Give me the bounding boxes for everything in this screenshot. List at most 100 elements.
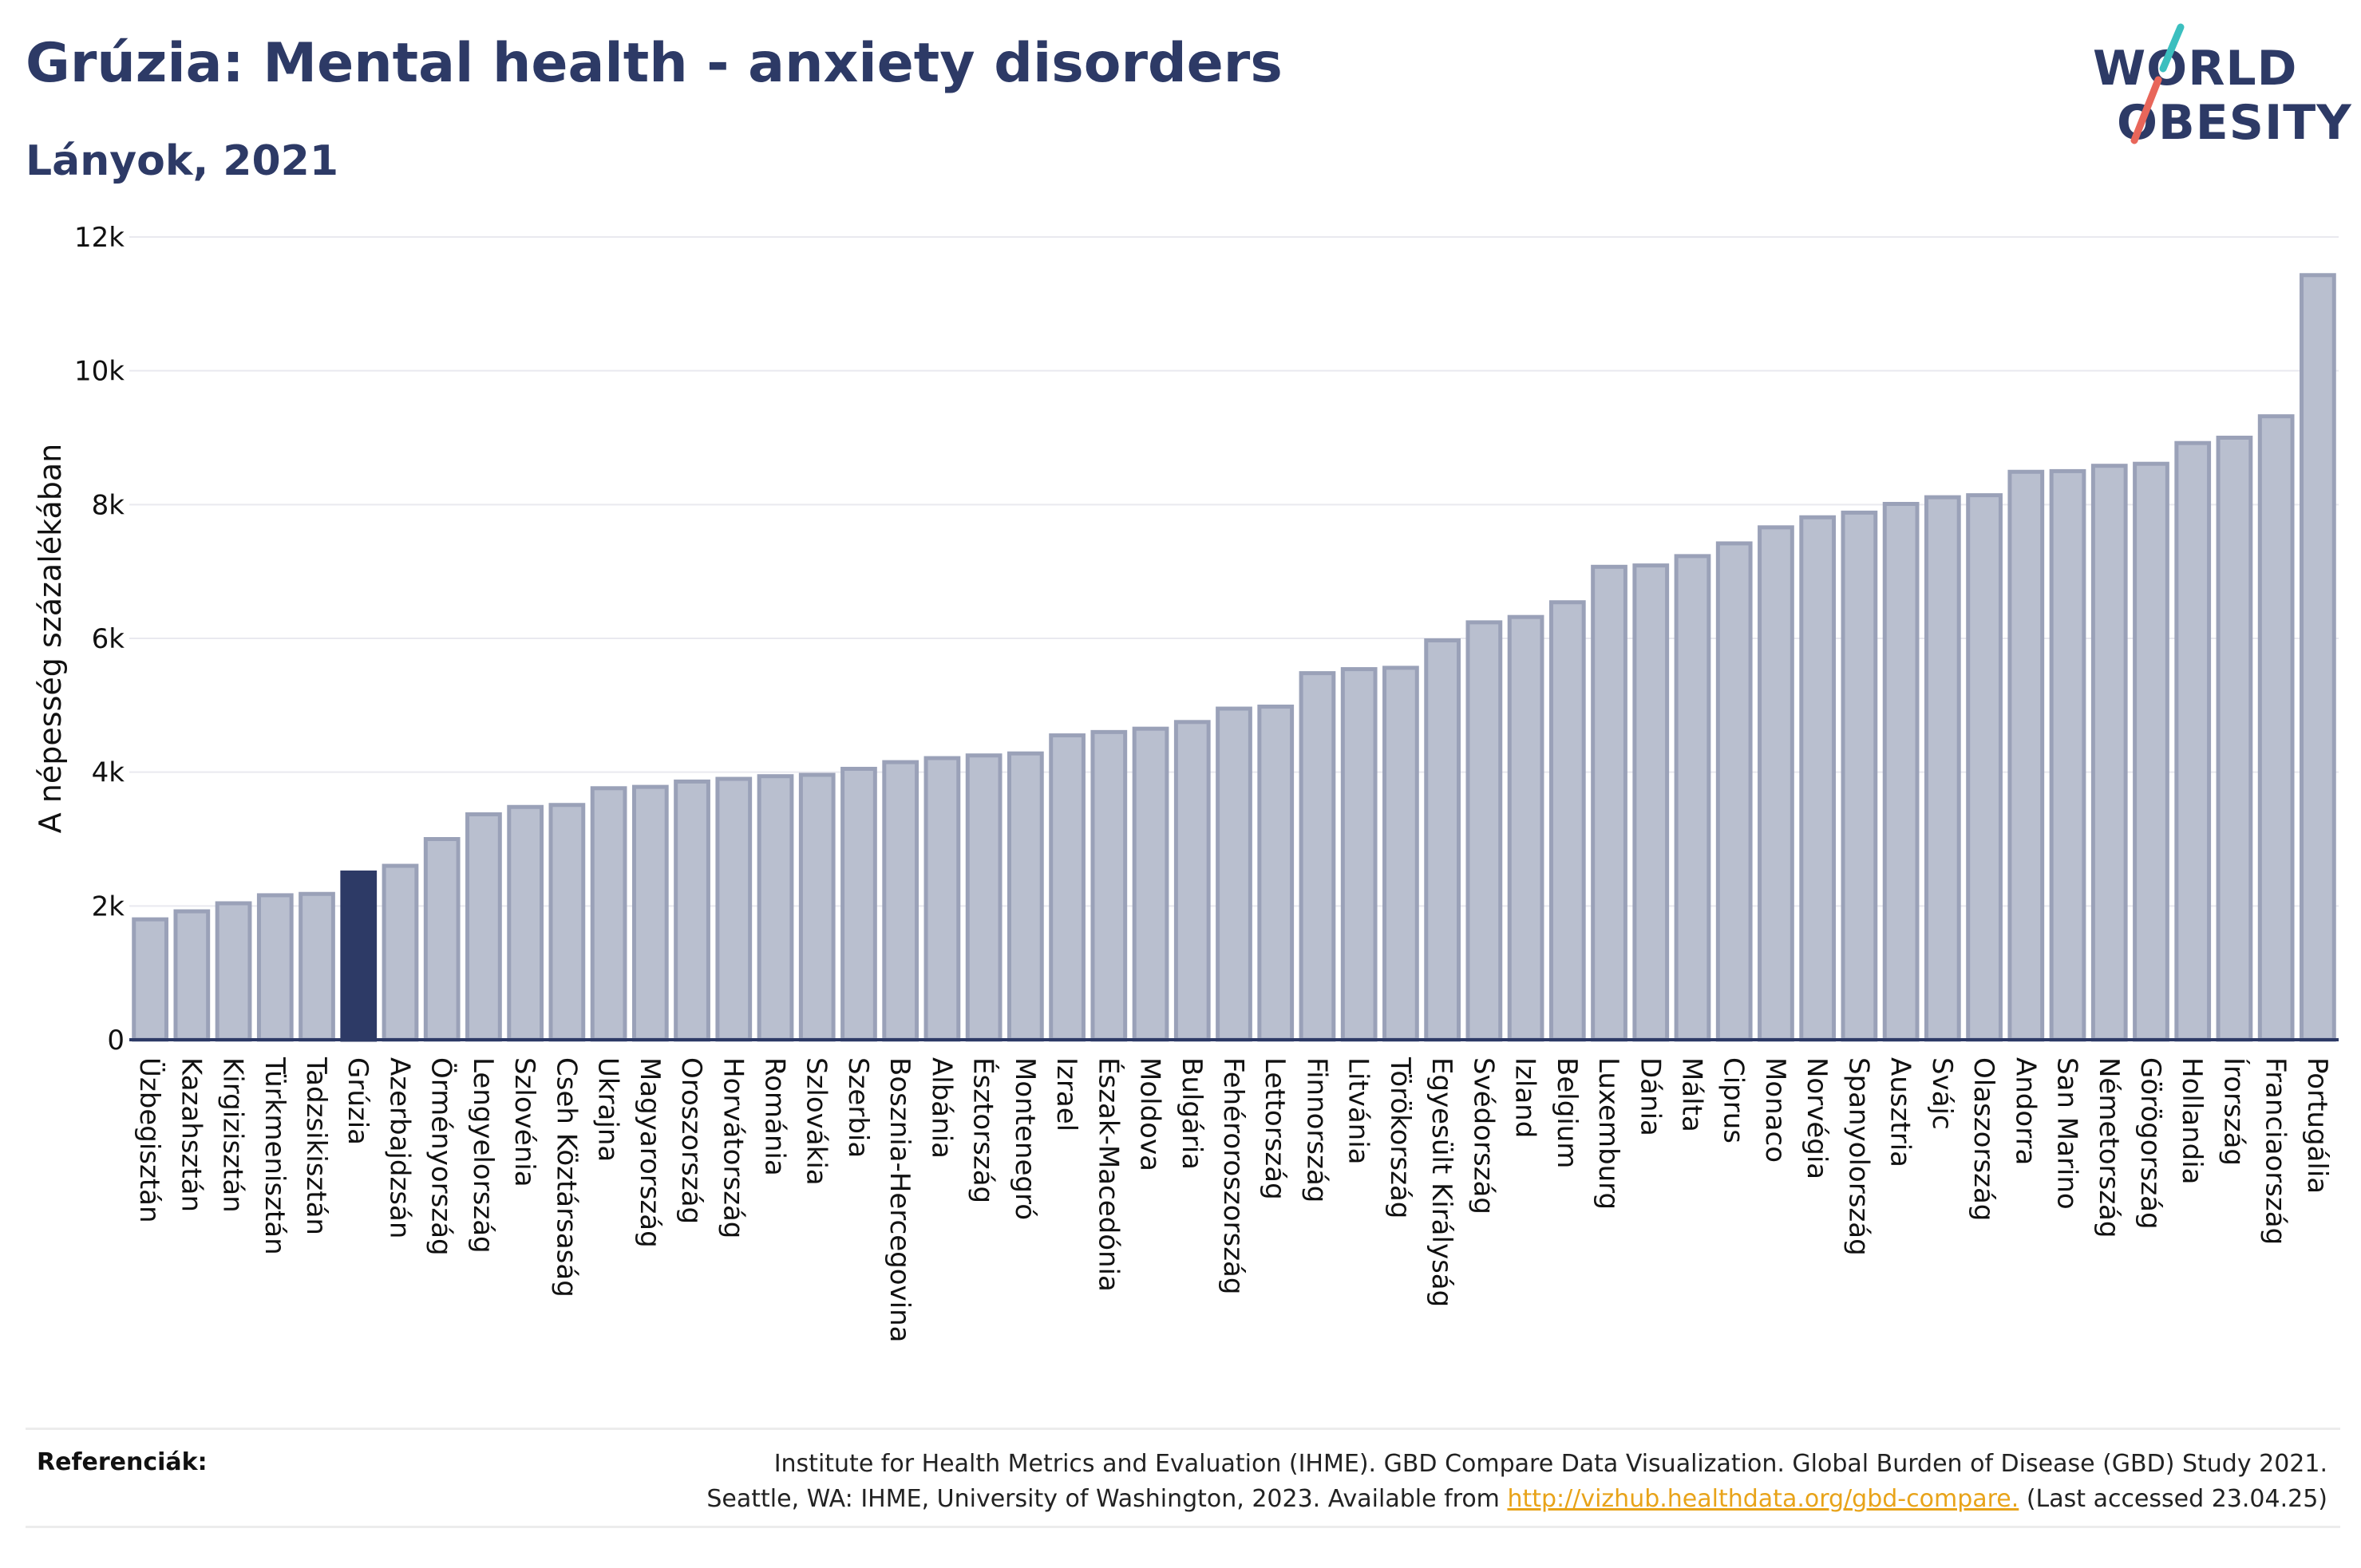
bar — [1758, 525, 1794, 1042]
x-tick-label: Hollandia — [2176, 1057, 2208, 1185]
bar — [1591, 564, 1627, 1042]
x-tick-label: Magyarország — [634, 1057, 666, 1248]
logo-line2: OBESITY — [2117, 95, 2352, 151]
references-line2-end: (Last accessed 23.04.25) — [2019, 1485, 2327, 1513]
x-tick-label: Svédország — [1467, 1057, 1499, 1215]
x-tick-label: Izland — [1509, 1057, 1541, 1138]
x-tick-label: Üzbegisztán — [133, 1057, 166, 1223]
bar — [1924, 495, 1961, 1042]
bar — [1548, 600, 1586, 1042]
y-tick-label: 8k — [92, 489, 125, 521]
bar — [173, 909, 211, 1042]
x-tick-label: Észtország — [967, 1057, 1000, 1203]
x-tick-label: San Marino — [2051, 1057, 2083, 1210]
x-tick-label: Ciprus — [1718, 1057, 1750, 1143]
x-tick-label: Kirgizisztán — [217, 1057, 249, 1213]
bar — [1299, 671, 1336, 1042]
x-tick-label: Németország — [2093, 1057, 2125, 1238]
x-tick-label: Örményország — [425, 1057, 458, 1256]
x-tick-label: Spanyolország — [1842, 1057, 1874, 1256]
bar — [2216, 436, 2253, 1042]
bar — [1382, 666, 1419, 1042]
bar — [423, 837, 461, 1042]
x-tick-label: Málta — [1675, 1057, 1707, 1132]
x-tick-label: Egyesült Királyság — [1426, 1057, 1457, 1307]
references-line2: Seattle, WA: IHME, University of Washing… — [332, 1482, 2327, 1517]
bar — [2090, 464, 2128, 1042]
bar — [923, 756, 961, 1042]
x-tick-label: Montenegró — [1009, 1057, 1041, 1220]
bar — [1715, 541, 1753, 1042]
x-tick-label: Albánia — [925, 1057, 957, 1159]
x-tick-label: Ausztria — [1884, 1057, 1916, 1167]
bar — [215, 901, 252, 1042]
references-text: Institute for Health Metrics and Evaluat… — [332, 1447, 2327, 1517]
x-tick-label: Olaszország — [1968, 1057, 1999, 1221]
x-tick-label: Litvánia — [1343, 1057, 1374, 1165]
x-tick-label: Írország — [2217, 1057, 2250, 1166]
x-tick-label: Oroszország — [675, 1057, 707, 1224]
x-tick-label: Fehéroroszország — [1217, 1057, 1249, 1294]
x-tick-label: Norvégia — [1801, 1057, 1833, 1179]
y-tick-label: 6k — [92, 623, 125, 655]
bar — [715, 776, 753, 1042]
x-tick-label: Törökország — [1384, 1057, 1416, 1218]
references-label: Referenciák: — [37, 1448, 208, 1476]
references-divider-top — [26, 1428, 2340, 1430]
x-tick-label: Horvátország — [717, 1057, 749, 1238]
y-tick-label: 2k — [92, 891, 125, 922]
bar — [840, 766, 877, 1042]
x-tick-label: Dánia — [1634, 1057, 1666, 1136]
bar — [2257, 414, 2295, 1042]
bar — [1674, 554, 1711, 1042]
bar — [1966, 493, 2003, 1042]
bar — [1799, 515, 1837, 1042]
x-tick-label: Szerbia — [842, 1057, 874, 1158]
x-tick-label: Belgium — [1551, 1057, 1583, 1168]
bar — [1257, 705, 1295, 1042]
references-link[interactable]: http://vizhub.healthdata.org/gbd-compare… — [1507, 1485, 2019, 1513]
bar — [965, 753, 1003, 1042]
bar — [2300, 273, 2336, 1042]
bar — [1465, 620, 1503, 1042]
y-tick-label: 4k — [92, 757, 125, 789]
x-tick-label: Finnország — [1300, 1057, 1332, 1203]
logo-line1: WORLD — [2093, 41, 2298, 97]
bar — [1216, 706, 1252, 1042]
y-tick-label: 0 — [107, 1025, 125, 1057]
bar — [2174, 440, 2212, 1042]
bar — [1507, 614, 1544, 1042]
bar-chart: 0 2k 4k 6k 8k 10k 12k A népesség százalékában Üz… — [33, 222, 2339, 1342]
bar — [631, 784, 669, 1042]
bar — [590, 786, 627, 1042]
bar — [1173, 720, 1211, 1042]
y-tick-label: 12k — [74, 222, 125, 254]
y-axis-label: A népesség százalékában — [33, 444, 68, 834]
bar — [1090, 729, 1128, 1042]
x-tick-label: Luxemburg — [1592, 1057, 1624, 1210]
y-tick-label: 10k — [74, 356, 125, 388]
bar — [882, 760, 919, 1042]
x-tick-label: Észak-Macedónia — [1092, 1057, 1125, 1292]
x-tick-label: Kazahsztán — [175, 1057, 207, 1212]
bar — [757, 774, 794, 1042]
x-tick-label: Lettország — [1259, 1057, 1291, 1200]
world-obesity-logo: WORLD OBESITY — [2075, 22, 2351, 166]
logo-slash-icon — [2130, 23, 2185, 144]
x-tick-label: Szlovákia — [801, 1057, 832, 1186]
bar — [382, 863, 419, 1042]
references-line2-start: Seattle, WA: IHME, University of Washing… — [706, 1485, 1508, 1513]
x-tick-label: Franciaország — [2260, 1057, 2292, 1245]
x-tick-label: Bosznia-Hercegovina — [884, 1057, 916, 1342]
x-tick-label: Türkmenisztán — [259, 1057, 291, 1255]
x-tick-label: Portugália — [2301, 1057, 2333, 1194]
x-tick-label: Románia — [759, 1057, 791, 1176]
bar — [1632, 563, 1670, 1042]
x-tick-label: Monaco — [1759, 1057, 1791, 1163]
x-tick-label: Tadzsikisztán — [300, 1057, 332, 1235]
bar — [256, 893, 294, 1042]
bar — [507, 804, 544, 1042]
x-tick-label: Grúzia — [342, 1057, 374, 1145]
bar — [798, 772, 836, 1042]
bar — [1006, 751, 1044, 1042]
